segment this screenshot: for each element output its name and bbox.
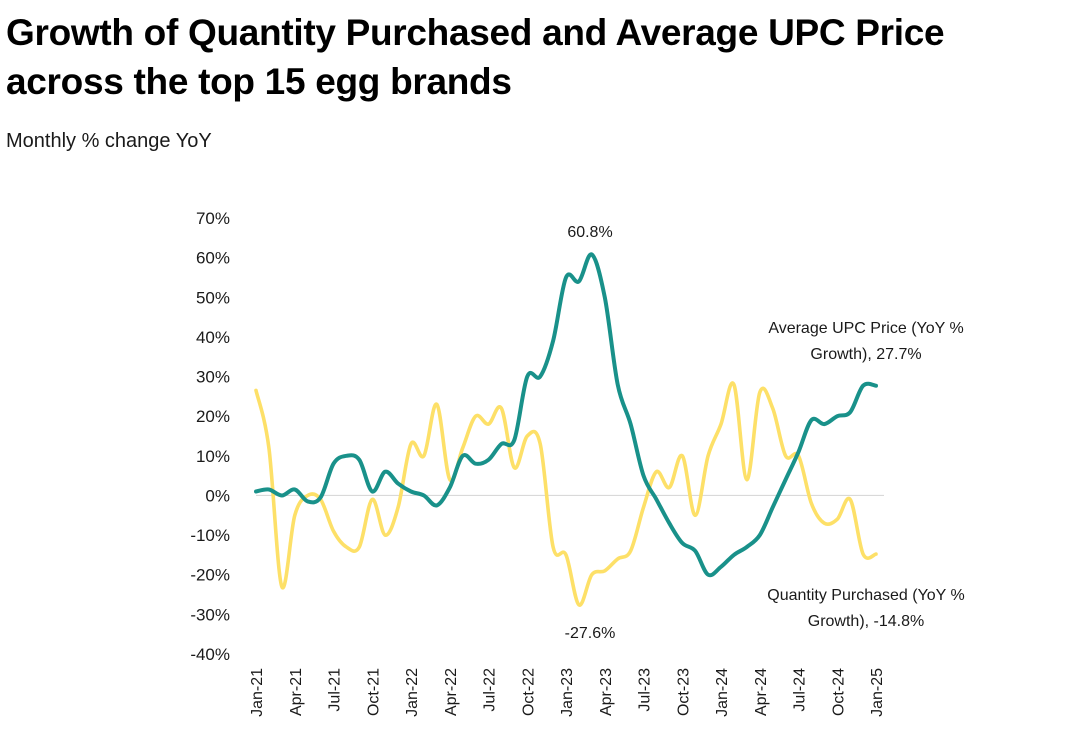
chart-subtitle: Monthly % change YoY — [6, 130, 212, 152]
y-tick-label: 20% — [196, 407, 230, 426]
annotations: 60.8% -27.6% Average UPC Price (YoY % Gr… — [565, 224, 965, 642]
y-tick-label: -10% — [190, 526, 230, 545]
y-tick-label: 40% — [196, 328, 230, 347]
x-tick-label: Oct-22 — [520, 668, 537, 716]
chart-title-line-2: across the top 15 egg brands — [6, 61, 512, 102]
peak-annotation: 60.8% — [567, 224, 612, 241]
y-tick-label: 70% — [196, 209, 230, 228]
price-series-label-line-2: Growth), 27.7% — [810, 346, 921, 363]
series-layer — [254, 252, 878, 607]
y-tick-label: 50% — [196, 288, 230, 307]
x-tick-label: Apr-24 — [753, 668, 770, 716]
x-tick-label: Oct-24 — [830, 668, 847, 716]
quantity-series-label-line-1: Quantity Purchased (YoY % — [767, 587, 964, 604]
x-tick-label: Oct-21 — [365, 668, 382, 716]
y-axis: 70% 60% 50% 40% 30% 20% 10% 0% -10% -20% -30% -40% — [190, 209, 230, 664]
x-tick-label: Jan-25 — [869, 668, 886, 717]
x-tick-label: Jan-21 — [249, 668, 266, 717]
quantity-purchased-line — [254, 381, 878, 607]
x-tick-label: Jul-24 — [792, 668, 809, 712]
y-tick-label: 10% — [196, 447, 230, 466]
y-tick-label: 30% — [196, 368, 230, 387]
x-tick-label: Jul-21 — [327, 668, 344, 712]
x-tick-label: Apr-23 — [598, 668, 615, 716]
price-series-label-line-1: Average UPC Price (YoY % — [768, 320, 963, 337]
chart-title-line-1: Growth of Quantity Purchased and Average… — [6, 12, 945, 53]
x-tick-label: Jul-23 — [637, 668, 654, 712]
x-tick-label: Apr-21 — [288, 668, 305, 716]
x-tick-label: Jul-22 — [482, 668, 499, 712]
x-tick-label: Jan-24 — [714, 668, 731, 717]
x-tick-label: Oct-23 — [675, 668, 692, 716]
average-upc-price-line — [254, 252, 878, 578]
y-tick-label: -30% — [190, 605, 230, 624]
y-tick-label: -40% — [190, 645, 230, 664]
y-tick-label: 0% — [205, 486, 230, 505]
chart-title: Growth of Quantity Purchased and Average… — [6, 8, 1086, 106]
y-tick-label: -20% — [190, 566, 230, 585]
x-axis: Jan-21 Apr-21 Jul-21 Oct-21 Jan-22 Apr-22 Jul-… — [249, 668, 886, 717]
x-tick-label: Jan-23 — [559, 668, 576, 717]
quantity-series-label-line-2: Growth), -14.8% — [808, 613, 924, 630]
x-tick-label: Apr-22 — [443, 668, 460, 716]
trough-annotation: -27.6% — [565, 625, 616, 642]
y-tick-label: 60% — [196, 249, 230, 268]
x-tick-label: Jan-22 — [404, 668, 421, 717]
